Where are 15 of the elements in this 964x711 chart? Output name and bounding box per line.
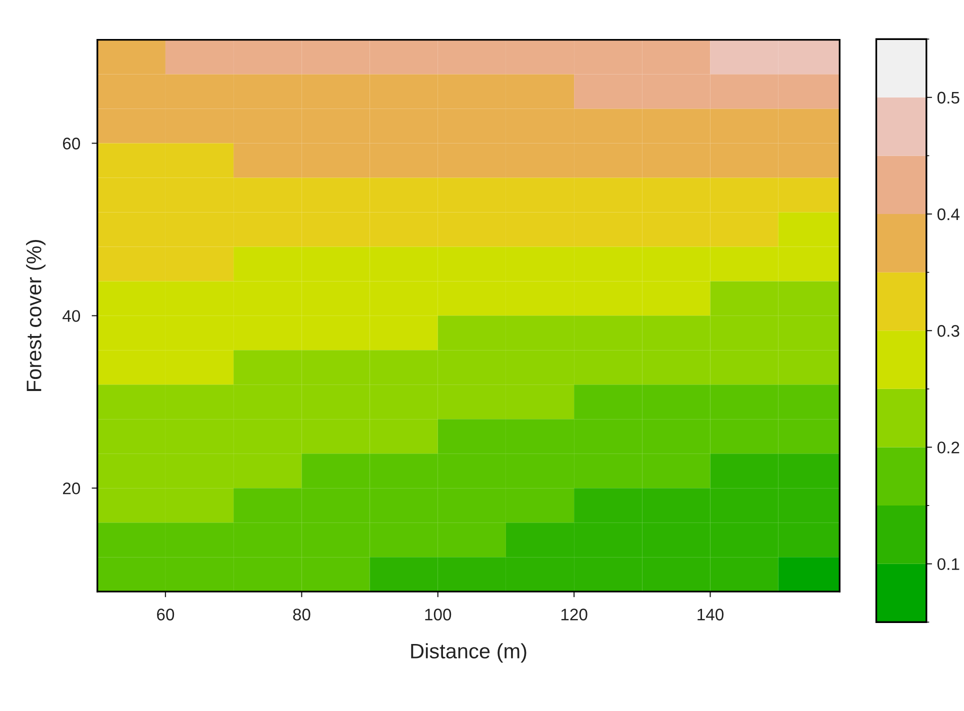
x-tick-label: 140 (698, 608, 724, 620)
x-tick-label: 80 (293, 608, 310, 620)
color-bar-label: 0.2 (937, 442, 960, 454)
color-bar-label: 0.1 (937, 558, 960, 570)
y-axis-title: Forest cover (%) (26, 240, 46, 391)
color-bar-label: 0.3 (937, 325, 960, 337)
x-axis-title: Distance (m) (411, 643, 526, 663)
y-tick-label: 40 (62, 310, 80, 322)
x-tick-label: 100 (425, 608, 452, 620)
x-tick-label: 120 (561, 608, 588, 620)
color-bar-label: 0.5 (937, 92, 960, 104)
y-tick-label: 20 (63, 482, 80, 494)
y-tick-label: 60 (63, 138, 80, 150)
color-bar-label: 0.4 (937, 208, 960, 220)
x-tick-label: 60 (157, 608, 174, 620)
